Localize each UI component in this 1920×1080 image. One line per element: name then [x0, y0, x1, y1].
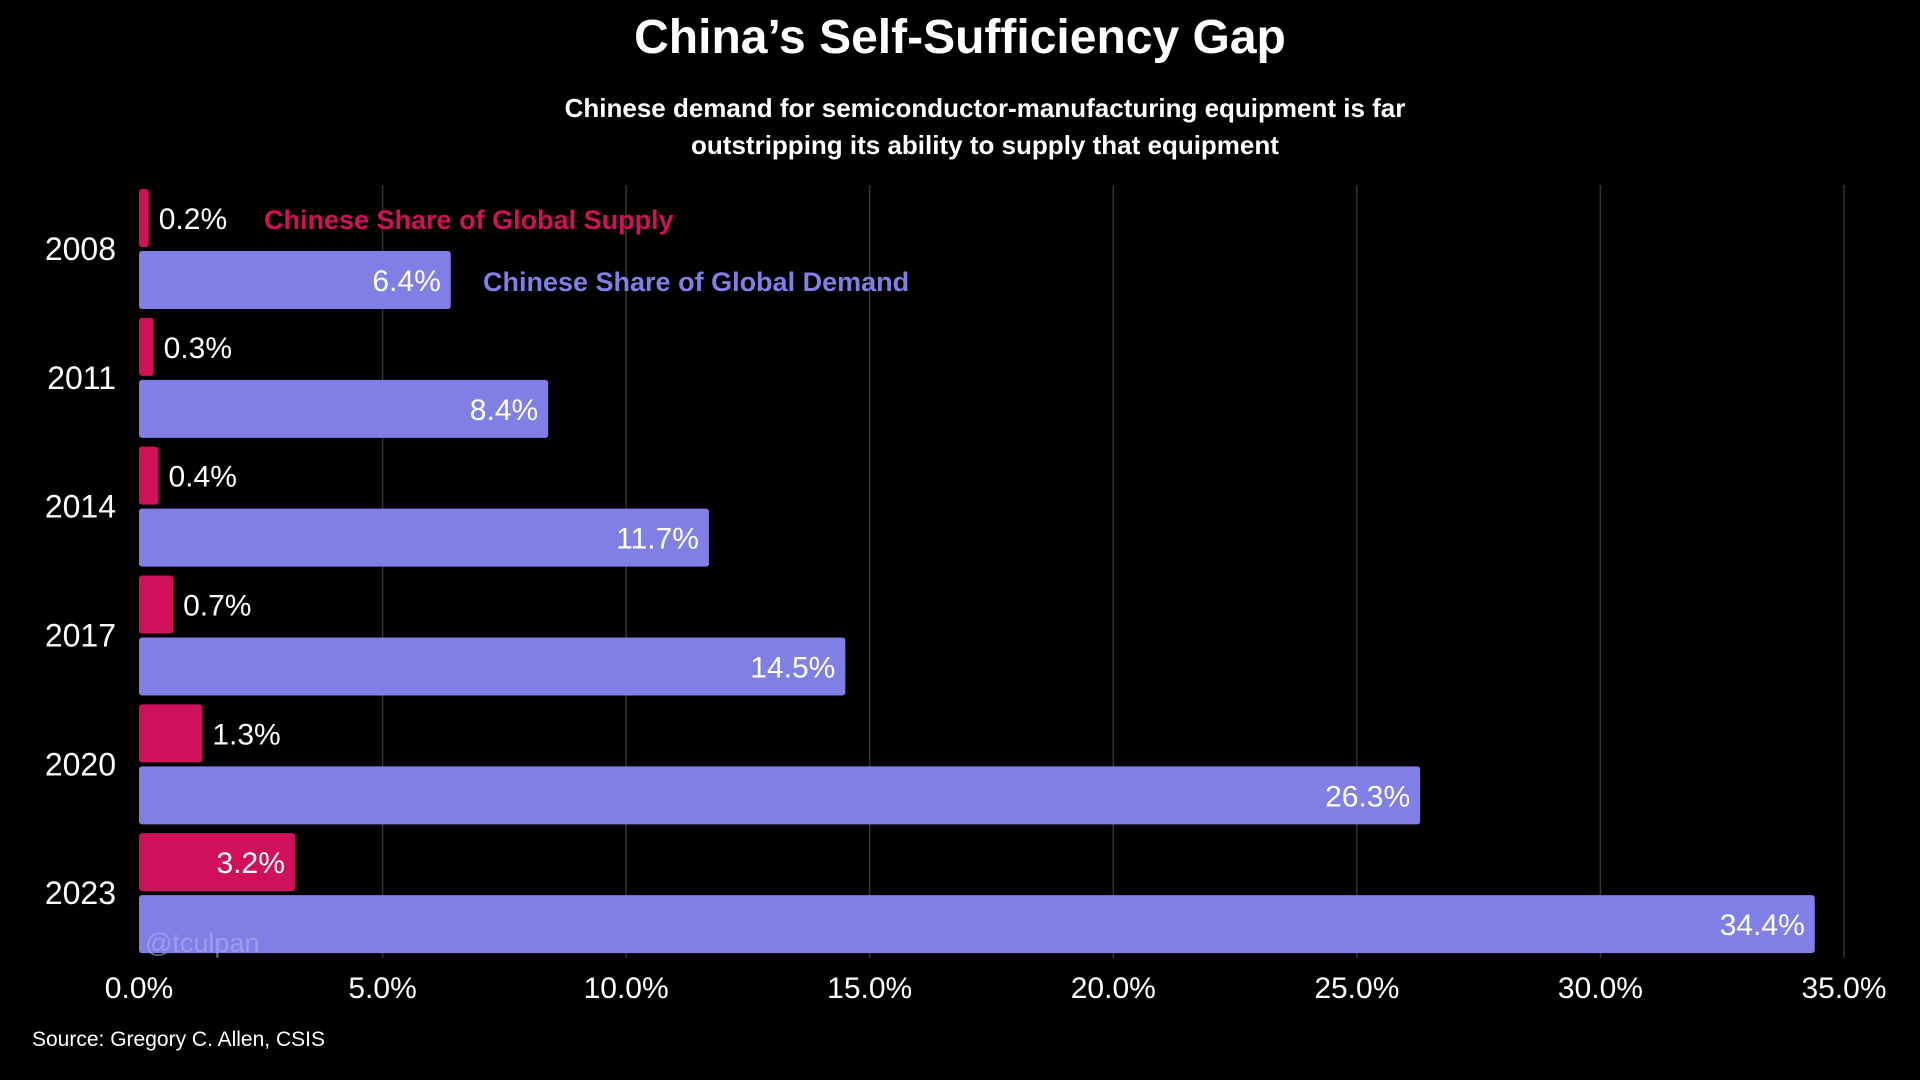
chart-subtitle: Chinese demand for semiconductor-manufac…	[460, 90, 1510, 164]
demand-bar	[139, 766, 1421, 825]
supply-bar	[139, 189, 149, 247]
demand-value-label: 6.4%	[372, 265, 440, 298]
y-category-label: 2020	[45, 746, 116, 782]
demand-value-label: 8.4%	[470, 394, 538, 427]
y-category-label: 2011	[47, 360, 116, 396]
demand-value-label: 26.3%	[1325, 780, 1410, 813]
x-tick-label: 15.0%	[827, 972, 912, 1005]
supply-value-label: 0.3%	[164, 332, 232, 365]
supply-value-label: 0.2%	[159, 203, 227, 236]
supply-value-label: 3.2%	[216, 847, 284, 880]
supply-bar	[139, 446, 159, 505]
subtitle-line-2: outstripping its ability to supply that …	[691, 130, 1279, 160]
supply-bar	[139, 704, 203, 763]
supply-bar	[139, 833, 295, 892]
x-tick-label: 25.0%	[1314, 972, 1399, 1005]
demand-bar	[139, 508, 709, 567]
demand-bar	[139, 251, 451, 309]
demand-value-label: 34.4%	[1720, 909, 1805, 942]
x-tick-label: 20.0%	[1071, 972, 1156, 1005]
chart-title: China’s Self-Sufficiency Gap	[634, 11, 1286, 64]
y-category-label: 2014	[45, 489, 116, 525]
demand-value-label: 11.7%	[616, 523, 699, 556]
x-tick-label: 30.0%	[1558, 972, 1643, 1005]
supply-bar	[139, 575, 174, 634]
y-category-label: 2008	[45, 231, 116, 267]
supply-value-label: 0.4%	[168, 461, 236, 494]
legend-supply: Chinese Share of Global Supply	[264, 205, 674, 235]
demand-bar	[139, 895, 1815, 954]
demand-bar	[139, 637, 846, 696]
demand-bar	[139, 379, 549, 438]
legend-demand: Chinese Share of Global Demand	[483, 267, 909, 297]
y-category-label: 2023	[45, 875, 116, 911]
supply-value-label: 1.3%	[212, 718, 280, 751]
x-tick-label: 5.0%	[348, 972, 416, 1005]
watermark: @tculpan	[145, 928, 259, 958]
y-category-label: 2017	[45, 618, 116, 654]
supply-bar	[139, 317, 154, 376]
x-tick-label: 0.0%	[105, 972, 173, 1005]
x-tick-label: 35.0%	[1801, 972, 1886, 1005]
x-tick-label: 10.0%	[584, 972, 669, 1005]
supply-value-label: 0.7%	[183, 590, 251, 623]
demand-value-label: 14.5%	[750, 652, 835, 685]
subtitle-line-1: Chinese demand for semiconductor-manufac…	[564, 93, 1406, 123]
source-note: Source: Gregory C. Allen, CSIS	[32, 1028, 325, 1051]
